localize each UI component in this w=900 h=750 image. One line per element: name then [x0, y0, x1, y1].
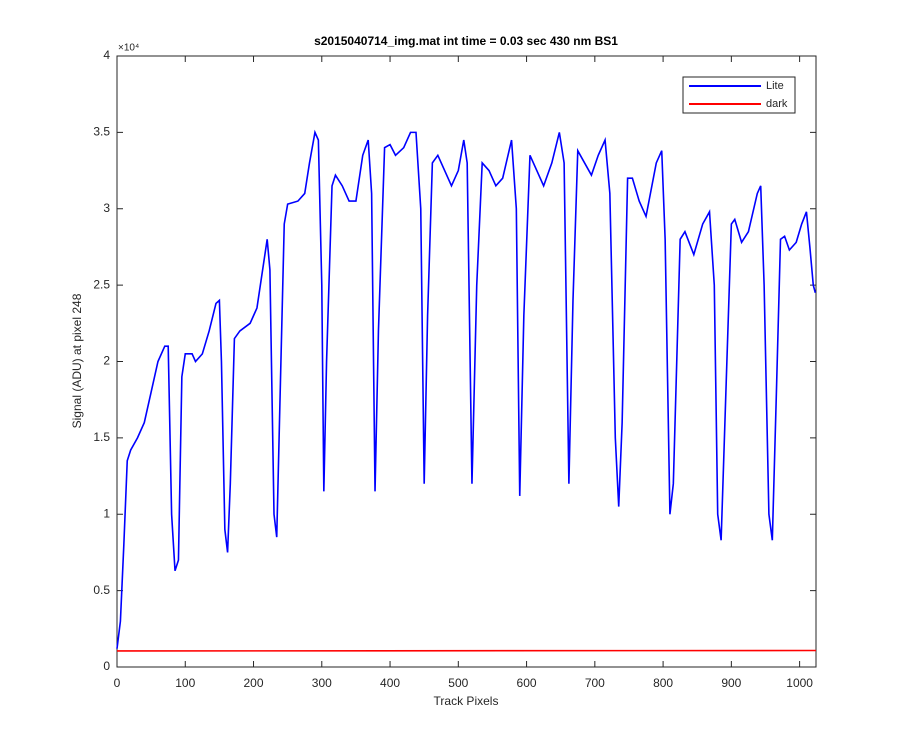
legend-label: dark — [766, 98, 788, 110]
y-tick-label: 3 — [103, 201, 110, 215]
legend-label: Lite — [766, 80, 784, 92]
y-tick-label: 2 — [103, 354, 110, 368]
legend-box — [682, 76, 796, 114]
x-tick-label: 500 — [448, 676, 468, 690]
x-tick-label: 1000 — [786, 676, 813, 690]
y-tick-label: 1 — [103, 506, 110, 520]
y-axis-label: Signal (ADU) at pixel 248 — [70, 293, 84, 428]
y-tick-label: 2.5 — [93, 277, 110, 291]
series-line — [116, 129, 817, 649]
x-tick-label: 800 — [653, 676, 673, 690]
x-tick-label: 700 — [585, 676, 605, 690]
y-multiplier: ×10⁴ — [118, 43, 139, 54]
x-tick-label: 600 — [517, 676, 537, 690]
y-tick-label: 0.5 — [93, 583, 110, 597]
x-axis-label: Track Pixels — [434, 694, 499, 708]
x-tick-label: 900 — [721, 676, 741, 690]
x-tick-label: 400 — [380, 676, 400, 690]
chart-title: s2015040714_img.mat int time = 0.03 sec … — [314, 34, 618, 48]
y-tick-label: 1.5 — [93, 430, 110, 444]
y-tick-label: 4 — [103, 48, 110, 62]
y-tick-label: 3.5 — [93, 125, 110, 139]
y-tick-label: 0 — [103, 659, 110, 673]
x-tick-label: 200 — [244, 676, 264, 690]
x-tick-label: 0 — [114, 676, 121, 690]
x-tick-label: 100 — [175, 676, 195, 690]
x-tick-label: 300 — [312, 676, 332, 690]
